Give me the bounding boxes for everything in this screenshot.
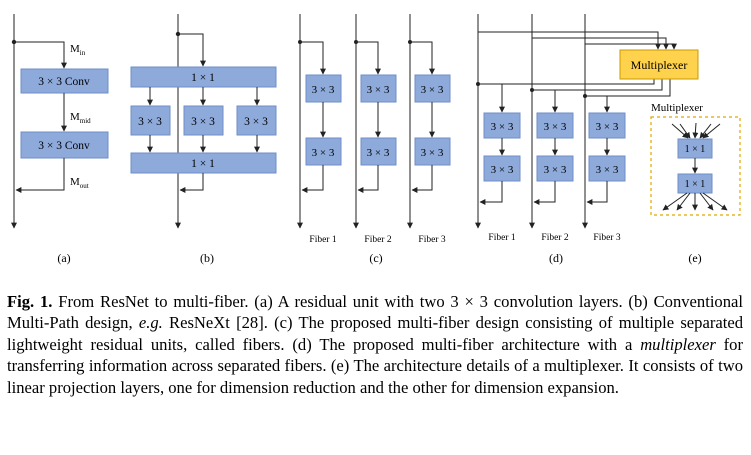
fiber-label: Fiber 1 xyxy=(488,233,515,243)
fiber-block xyxy=(414,74,451,103)
fiber-block xyxy=(360,74,397,103)
panel-label-a: (a) xyxy=(57,251,70,265)
fiber-block xyxy=(536,155,574,182)
fiber-block-label: 3 × 3 xyxy=(596,164,619,176)
mid-3x3-label-3: 3 × 3 xyxy=(244,116,268,128)
arrow xyxy=(662,192,688,211)
arrow xyxy=(676,192,691,211)
arrow xyxy=(411,165,433,193)
fiber-block-label: 3 × 3 xyxy=(491,121,514,133)
arrow xyxy=(356,41,381,75)
multiplexer-label: Multiplexer xyxy=(631,58,688,72)
fiber-block-label: 3 × 3 xyxy=(312,84,335,96)
mux-output-line xyxy=(478,79,655,85)
multiplexer-title: Multiplexer xyxy=(651,102,703,114)
fiber-block xyxy=(483,112,521,139)
arrow xyxy=(533,181,556,205)
fiber-label: Fiber 2 xyxy=(364,235,391,245)
conv-block-2 xyxy=(20,131,109,159)
arrow xyxy=(357,165,379,193)
panel-label-c: (c) xyxy=(369,251,382,265)
caption-text: ResNeXt [28]. (c) The proposed multi-fib… xyxy=(7,313,743,354)
multi-fiber-diagram: Min 3 × 3 Conv Mmid 3 × 3 Conv Mout (a) … xyxy=(11,14,741,265)
arrow xyxy=(586,181,608,205)
conv-block-1 xyxy=(20,68,109,94)
mid-3x3-block-3 xyxy=(236,105,277,136)
arrow xyxy=(300,41,326,75)
bottom-1x1-label: 1 × 1 xyxy=(191,158,215,170)
arrow xyxy=(679,123,691,139)
panel-label-d: (d) xyxy=(549,251,563,265)
mux-output-line xyxy=(585,79,671,97)
fiber-block xyxy=(483,155,521,182)
fiber-block-label: 3 × 3 xyxy=(367,147,390,159)
fiber-block-label: 3 × 3 xyxy=(491,164,514,176)
fiber-2: 3 × 3 3 × 3 Fiber 2 xyxy=(353,14,397,245)
mid-3x3-label-1: 3 × 3 xyxy=(138,116,162,128)
input-arrow xyxy=(14,41,67,69)
output-arrow xyxy=(15,158,65,193)
fiber-block-label: 3 × 3 xyxy=(367,84,390,96)
panel-c: 3 × 3 3 × 3 Fiber 1 3 × 3 3 × 3 Fiber 2 … xyxy=(297,14,451,265)
fiber-3: 3 × 3 3 × 3 Fiber 3 xyxy=(582,14,626,243)
fiber-label: Fiber 2 xyxy=(541,233,568,243)
arrow xyxy=(699,192,714,211)
arrow xyxy=(699,123,712,139)
arrow xyxy=(702,192,728,211)
figure-caption: Fig. 1. From ResNet to multi-fiber. (a) … xyxy=(7,291,743,398)
arrow xyxy=(479,181,503,205)
mux-input-line xyxy=(478,31,661,50)
arrow xyxy=(532,89,558,113)
caption-text: for transferring information across sepa… xyxy=(7,334,743,397)
fiber-block-label: 3 × 3 xyxy=(544,121,567,133)
mux-output-line xyxy=(532,79,663,91)
m-mid-label: Mmid xyxy=(70,111,91,125)
expansion-1x1-label: 1 × 1 xyxy=(685,179,706,190)
conv-block-1-label: 3 × 3 Conv xyxy=(38,76,90,88)
panel-e: Multiplexer 1 × 1 1 × 1 (e) xyxy=(650,102,741,265)
panel-label-e: (e) xyxy=(688,251,701,265)
arrow xyxy=(301,165,324,193)
arrow xyxy=(478,83,505,113)
top-1x1-label: 1 × 1 xyxy=(191,72,215,84)
caption-italic-multiplexer: multiplexer xyxy=(640,334,716,354)
conv-block-2-label: 3 × 3 Conv xyxy=(38,140,90,152)
fiber-1: 3 × 3 3 × 3 Fiber 1 xyxy=(297,14,342,245)
mux-input-line xyxy=(585,43,677,50)
arrow xyxy=(692,122,699,139)
caption-label: Fig. 1. xyxy=(7,292,53,311)
fiber-3: 3 × 3 3 × 3 Fiber 3 xyxy=(407,14,451,245)
panel-d: 3 × 3 3 × 3 Fiber 1 3 × 3 3 × 3 Fiber 2 … xyxy=(475,14,699,265)
fiber-label: Fiber 3 xyxy=(593,233,620,243)
input-arrow xyxy=(178,33,206,67)
arrow xyxy=(702,123,721,139)
multiplexer-detail-box xyxy=(650,116,741,216)
fiber-2: 3 × 3 3 × 3 Fiber 2 xyxy=(529,14,574,243)
fiber-block-label: 3 × 3 xyxy=(421,147,444,159)
panel-label-b: (b) xyxy=(200,251,214,265)
multiplexer-block xyxy=(619,49,699,80)
fiber-label: Fiber 1 xyxy=(309,235,336,245)
fiber-block xyxy=(360,137,397,166)
arrow xyxy=(585,95,610,113)
arrow xyxy=(410,41,435,75)
fiber-block-label: 3 × 3 xyxy=(544,164,567,176)
output-arrow xyxy=(179,173,204,193)
m-in-label: Min xyxy=(70,43,86,57)
panel-a: Min 3 × 3 Conv Mmid 3 × 3 Conv Mout (a) xyxy=(11,14,109,265)
fiber-block xyxy=(588,112,626,139)
fiber-label: Fiber 3 xyxy=(418,235,445,245)
caption-italic-eg: e.g. xyxy=(138,313,163,333)
mid-3x3-block-1 xyxy=(130,105,171,136)
fiber-1: 3 × 3 3 × 3 Fiber 1 xyxy=(475,14,521,243)
fiber-block-label: 3 × 3 xyxy=(421,84,444,96)
m-out-label: Mout xyxy=(70,176,89,190)
mid-3x3-label-2: 3 × 3 xyxy=(191,116,215,128)
fiber-block-label: 3 × 3 xyxy=(596,121,619,133)
reduction-1x1-label: 1 × 1 xyxy=(685,144,706,155)
fiber-block-label: 3 × 3 xyxy=(312,147,335,159)
panel-b: 1 × 1 3 × 3 3 × 3 3 × 3 1 × 1 (b) xyxy=(130,14,277,265)
caption-text: From ResNet to multi-fiber. (a) A residu… xyxy=(7,292,743,333)
mux-input-line xyxy=(532,37,669,50)
